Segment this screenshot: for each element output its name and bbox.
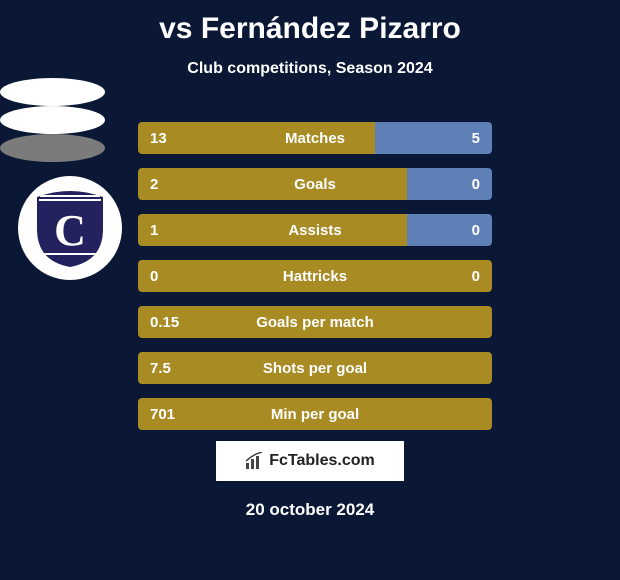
bar-label: Matches <box>138 130 492 147</box>
club-shield: C <box>37 189 103 267</box>
bar-label: Goals per match <box>138 314 492 331</box>
bar-row: 20Goals <box>138 168 492 200</box>
bar-row: 0.15Goals per match <box>138 306 492 338</box>
bar-row: 7.5Shots per goal <box>138 352 492 384</box>
page-title: vs Fernández Pizarro <box>0 0 620 46</box>
bar-label: Hattricks <box>138 268 492 285</box>
player-left-placeholder <box>0 78 105 106</box>
chart-icon <box>245 452 265 470</box>
branding-box[interactable]: FcTables.com <box>215 440 405 482</box>
bar-row: 135Matches <box>138 122 492 154</box>
bar-row: 10Assists <box>138 214 492 246</box>
club-badge: C <box>18 176 122 280</box>
page-subtitle: Club competitions, Season 2024 <box>0 60 620 78</box>
bar-label: Assists <box>138 222 492 239</box>
bar-row: 701Min per goal <box>138 398 492 430</box>
date-text: 20 october 2024 <box>0 500 620 520</box>
player-right-placeholder-2 <box>0 134 105 162</box>
comparison-bars: 135Matches 20Goals 10Assists 00Hattricks 0.1… <box>138 122 492 444</box>
bar-label: Shots per goal <box>138 360 492 377</box>
player-right-placeholder-1 <box>0 106 105 134</box>
club-letter: C <box>54 205 86 256</box>
bar-label: Min per goal <box>138 406 492 423</box>
branding-label: FcTables.com <box>269 452 375 470</box>
bar-row: 00Hattricks <box>138 260 492 292</box>
bar-label: Goals <box>138 176 492 193</box>
